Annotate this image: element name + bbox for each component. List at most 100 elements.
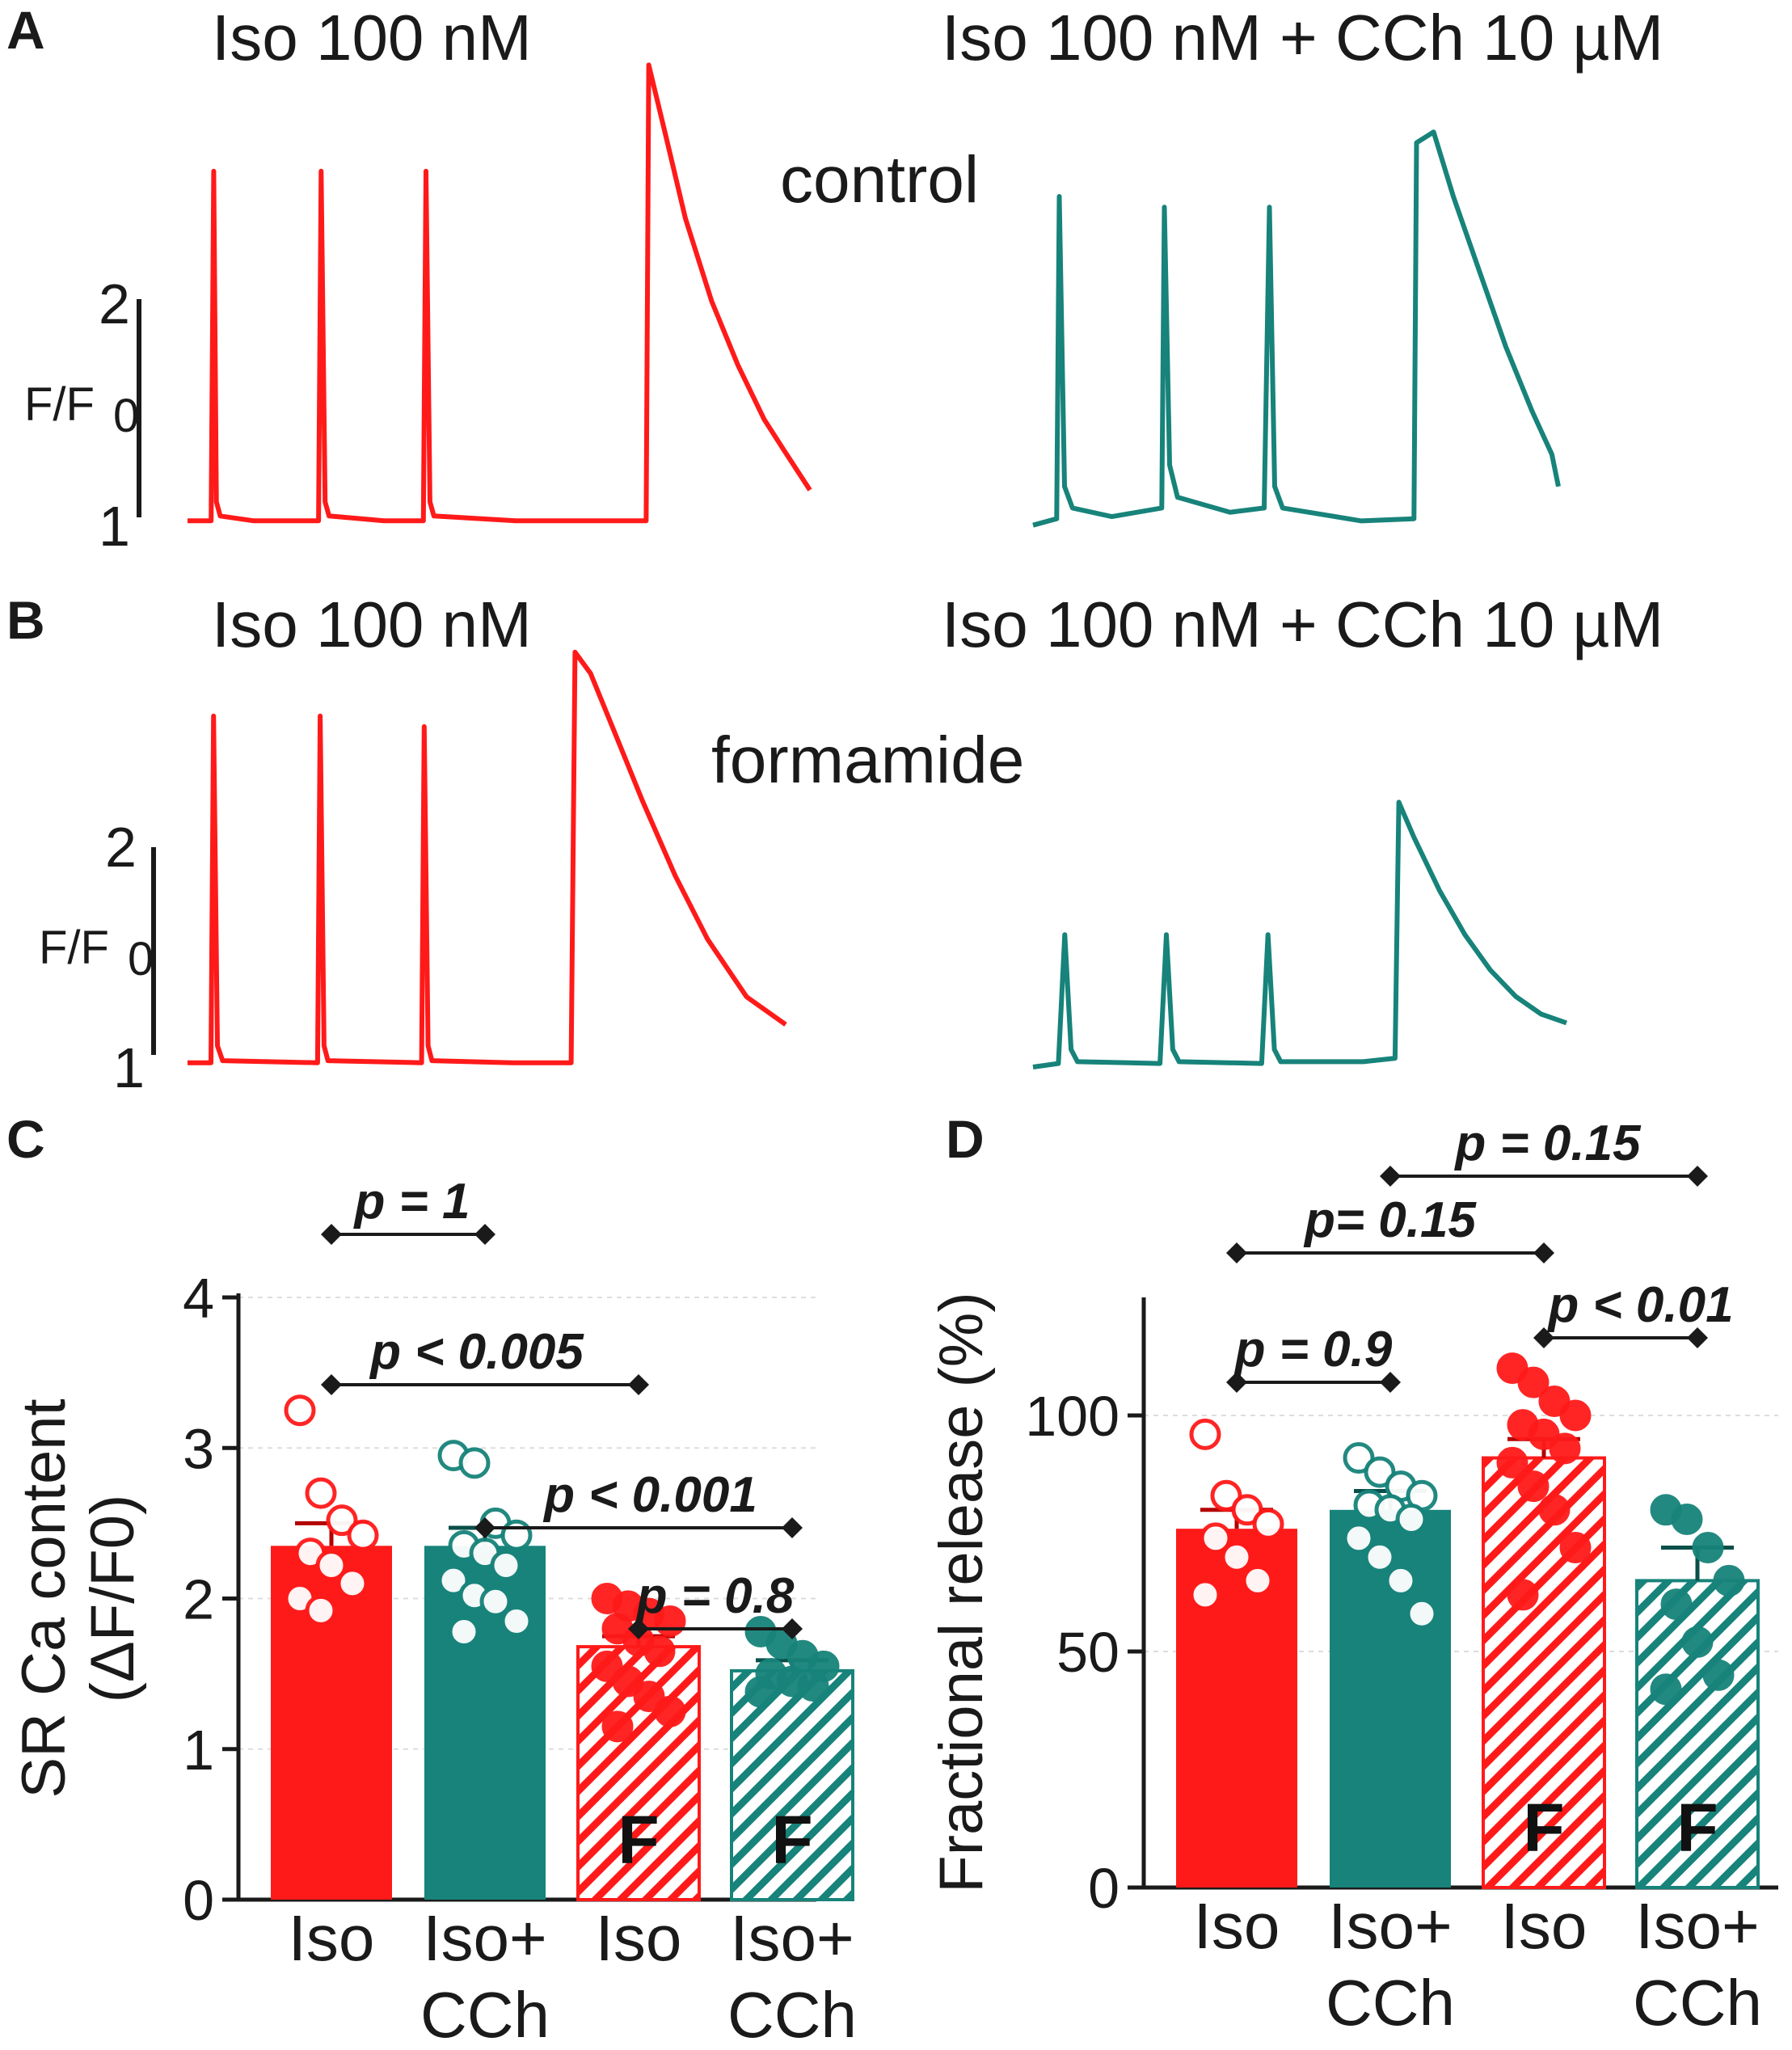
data-point [1549,1432,1581,1465]
data-point [1210,1479,1242,1512]
comparison-marker [1687,1327,1708,1348]
data-point [458,1447,491,1479]
data-point [654,1695,686,1727]
bar [576,1645,701,1901]
data-point [797,1670,829,1702]
data-point [315,1550,348,1582]
bar [730,1668,854,1901]
comparison-marker [1226,1372,1247,1393]
data-point [601,1710,634,1743]
data-point [1713,1564,1745,1597]
x-category-label-cch: CCh [420,1979,550,2050]
scale-b-bottom: 1 [113,1036,145,1099]
formamide-label: F [1523,1790,1564,1866]
x-category-label: Iso [289,1902,375,1974]
data-point [336,1567,369,1600]
y-tick-label: 0 [1088,1857,1119,1920]
data-point [1200,1522,1232,1554]
comparison-marker [321,1374,342,1395]
scale-a-label: F/F [24,378,95,431]
p-value-label: p < 0.01 [1546,1277,1733,1333]
scale-a-top: 2 [99,272,130,335]
data-point [1692,1532,1724,1564]
trace-a-iso-cch [1032,129,1561,528]
data-point [1538,1494,1571,1526]
data-point [633,1681,665,1713]
y-tick-label: 3 [183,1417,214,1480]
data-point [1496,1446,1528,1478]
panel-b-left-title: Iso 100 nM [212,588,532,660]
data-point [305,1594,337,1626]
p-value-label: p = 0.9 [1233,1322,1393,1377]
p-value-label: p < 0.001 [542,1467,757,1523]
data-point [1517,1366,1550,1398]
comparison-marker [628,1374,649,1395]
x-category-label: Iso [1501,1890,1588,1962]
comparison-marker [782,1618,803,1639]
x-category-label: Iso [1194,1890,1280,1962]
data-point [305,1477,337,1509]
formamide-label: F [1676,1790,1718,1866]
comparison-marker [1533,1242,1554,1263]
data-point [448,1615,480,1647]
data-point [1221,1541,1253,1573]
comparison-marker [782,1517,803,1538]
data-point [1660,1588,1693,1621]
x-category-label-cch: CCh [1326,1967,1455,2039]
y-tick-label: 50 [1056,1621,1119,1684]
data-point [326,1504,358,1537]
y-tick-label: 4 [183,1267,214,1330]
p-value-label: p = 1 [352,1174,470,1230]
data-point [1364,1541,1396,1573]
data-point [1496,1352,1528,1385]
comparison-marker [1226,1242,1247,1263]
x-category-label: Iso+ [423,1902,546,1974]
p-value-label: p < 0.005 [369,1324,584,1380]
data-point [1528,1418,1560,1450]
data-point [437,1564,470,1597]
x-category-label: Iso [596,1902,682,1974]
p-value-label: p = 0.8 [635,1568,795,1624]
data-point [1517,1470,1550,1503]
trace-a-iso [188,62,812,524]
data-point [1343,1522,1375,1554]
data-point [1650,1673,1682,1706]
panel-letter-a: A [6,0,45,60]
comparison-marker [474,1224,495,1245]
data-point [1385,1564,1417,1597]
trace-line [1032,129,1561,528]
data-point [1364,1456,1396,1488]
data-point [1538,1385,1571,1417]
data-point [1252,1508,1284,1540]
data-point [1231,1494,1263,1526]
data-point [1702,1659,1735,1691]
bar [1176,1529,1297,1888]
x-category-label-cch: CCh [1633,1967,1762,2039]
data-point [1242,1564,1274,1597]
panel-a-right-title: Iso 100 nM + CCh 10 µM [942,2,1663,74]
trace-line [1032,799,1567,1069]
y-axis-title-units: (ΔF/F0) [78,1495,147,1703]
data-point [591,1650,623,1682]
data-point [490,1550,522,1582]
x-category-label-cch: CCh [727,1979,857,2050]
p-value-label: p = 0.15 [1453,1116,1642,1171]
data-point [284,1394,316,1427]
data-point [1343,1442,1375,1474]
data-point [612,1665,644,1698]
panel-a-condition: control [780,143,979,217]
panel-letter-b: B [6,590,45,650]
scale-b-label-sub: 0 [128,933,154,985]
comparison-marker [1533,1327,1554,1348]
data-point [1507,1579,1539,1611]
scale-b-label: F/F [39,922,109,974]
data-point [1559,1532,1592,1564]
data-point [347,1519,379,1551]
data-point [1681,1626,1714,1658]
data-point [744,1676,777,1708]
scale-a-bottom: 1 [99,495,130,558]
data-point [1406,1597,1438,1630]
comparison-marker [1380,1166,1401,1187]
